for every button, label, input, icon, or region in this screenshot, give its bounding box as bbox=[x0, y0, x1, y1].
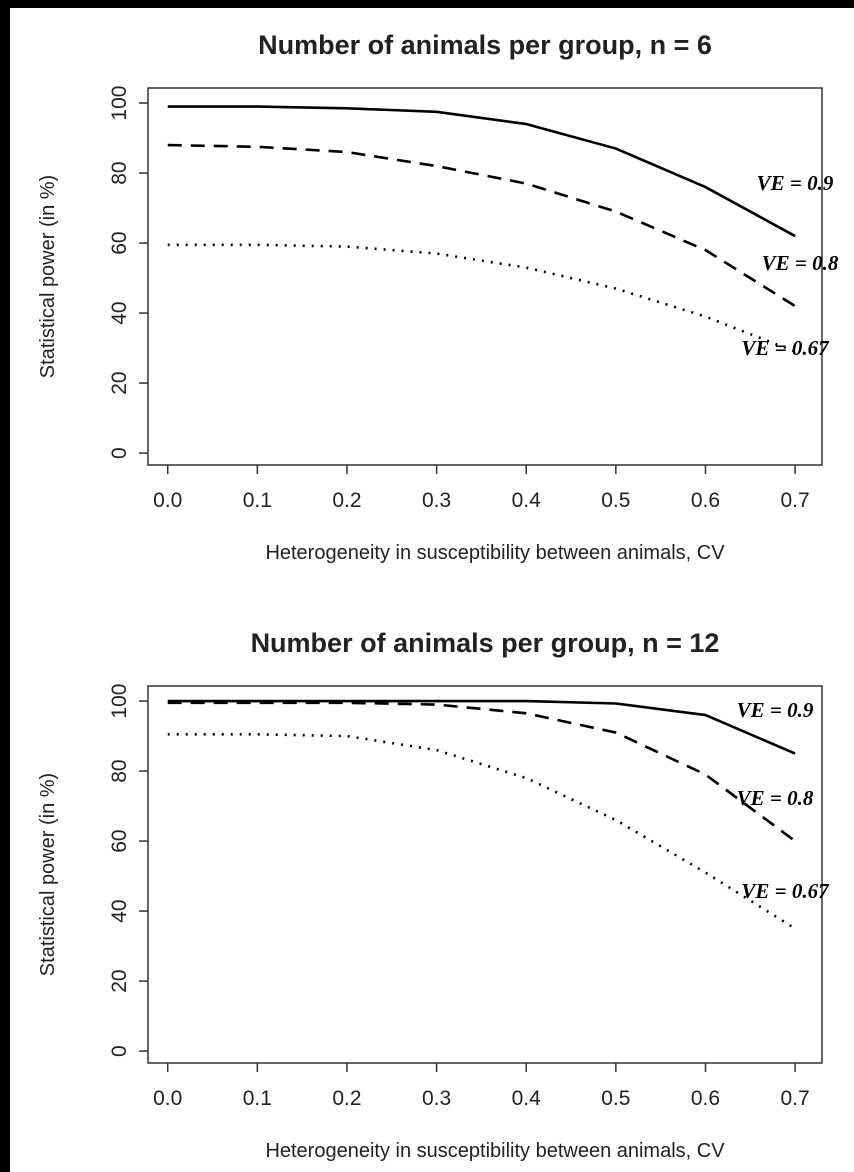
x-tick-label: 0.2 bbox=[332, 1087, 361, 1110]
chart-title: Number of animals per group, n = 12 bbox=[251, 628, 720, 658]
y-tick-label: 80 bbox=[108, 759, 131, 782]
y-tick-label: 20 bbox=[108, 969, 131, 992]
y-tick-label: 0 bbox=[108, 1045, 131, 1057]
x-tick-label: 0.4 bbox=[512, 1087, 542, 1110]
series-label: VE = 0.67 bbox=[741, 879, 830, 903]
series-label: VE = 0.9 bbox=[737, 698, 814, 722]
x-tick-label: 0.5 bbox=[601, 489, 630, 512]
x-tick-label: 0.0 bbox=[153, 489, 182, 512]
x-tick-label: 0.0 bbox=[153, 1087, 182, 1110]
series-label: VE = 0.8 bbox=[737, 786, 814, 810]
line-series bbox=[167, 143, 796, 308]
x-tick-label: 0.6 bbox=[691, 1087, 720, 1110]
x-tick-label: 0.1 bbox=[243, 1087, 272, 1110]
background bbox=[10, 8, 854, 1172]
chart-title: Number of animals per group, n = 6 bbox=[258, 30, 712, 60]
x-tick-label: 0.3 bbox=[422, 489, 451, 512]
y-axis-label: Statistical power (in %) bbox=[37, 773, 59, 976]
line-series bbox=[167, 733, 796, 930]
y-tick-label: 60 bbox=[108, 231, 131, 254]
y-tick-label: 80 bbox=[108, 161, 131, 184]
y-tick-label: 0 bbox=[108, 447, 131, 459]
y-axis-label: Statistical power (in %) bbox=[37, 175, 59, 378]
x-axis-label: Heterogeneity in susceptibility between … bbox=[265, 1140, 725, 1162]
y-tick-label: 40 bbox=[108, 899, 131, 922]
series-label: VE = 0.9 bbox=[757, 171, 834, 195]
y-tick-label: 100 bbox=[108, 684, 131, 719]
y-tick-label: 60 bbox=[108, 829, 131, 852]
y-tick-label: 20 bbox=[108, 371, 131, 394]
series-label: VE = 0.8 bbox=[762, 251, 839, 275]
x-tick-label: 0.7 bbox=[781, 489, 810, 512]
x-tick-label: 0.7 bbox=[781, 1087, 810, 1110]
y-tick-label: 100 bbox=[108, 86, 131, 121]
x-tick-label: 0.2 bbox=[332, 489, 361, 512]
x-tick-label: 0.5 bbox=[601, 1087, 630, 1110]
line-series bbox=[167, 105, 796, 238]
x-tick-label: 0.6 bbox=[691, 489, 720, 512]
x-tick-label: 0.3 bbox=[422, 1087, 451, 1110]
y-tick-label: 40 bbox=[108, 301, 131, 324]
line-series bbox=[167, 701, 796, 843]
line-series bbox=[167, 699, 796, 755]
plot-box bbox=[147, 685, 823, 1064]
x-tick-label: 0.4 bbox=[512, 489, 542, 512]
x-tick-label: 0.1 bbox=[243, 489, 272, 512]
x-axis-label: Heterogeneity in susceptibility between … bbox=[265, 542, 725, 564]
plot-box bbox=[147, 87, 823, 466]
series-label: VE = 0.67 bbox=[741, 336, 830, 360]
